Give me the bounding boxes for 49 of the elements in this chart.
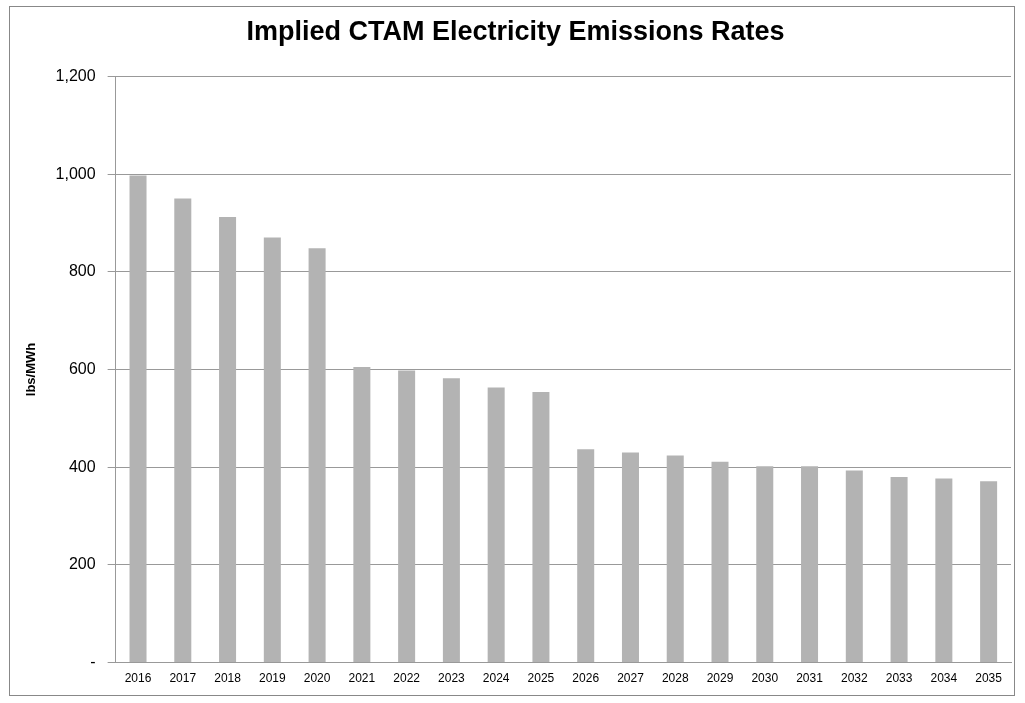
y-tick-label: - xyxy=(90,653,96,671)
bar xyxy=(980,481,998,663)
y-tick-label: 400 xyxy=(68,457,96,475)
x-tick-label: 2029 xyxy=(706,671,734,686)
bar xyxy=(845,470,863,663)
x-tick-label: 2033 xyxy=(885,671,913,686)
bar xyxy=(129,175,147,663)
bar xyxy=(756,466,774,663)
x-tick-label: 2035 xyxy=(975,671,1003,686)
x-tick-label: 2031 xyxy=(796,671,824,686)
bar xyxy=(801,466,819,663)
x-tick-label: 2023 xyxy=(438,671,466,686)
y-tick-label: 1,000 xyxy=(55,164,96,182)
x-tick-label: 2027 xyxy=(617,671,645,686)
bar xyxy=(442,378,460,663)
bar xyxy=(219,217,237,663)
x-tick-label: 2034 xyxy=(930,671,958,686)
x-tick-label: 2032 xyxy=(840,671,868,686)
chart-title: Implied CTAM Electricity Emissions Rates xyxy=(246,15,785,46)
bar xyxy=(666,455,684,663)
bar xyxy=(398,370,416,663)
x-tick-label: 2016 xyxy=(124,671,152,686)
x-tick-label: 2019 xyxy=(258,671,286,686)
bar xyxy=(890,476,908,663)
y-tick-label: 800 xyxy=(68,262,96,280)
x-tick-label: 2024 xyxy=(482,671,510,686)
bar xyxy=(532,391,550,663)
y-tick-label: 1,200 xyxy=(55,66,96,84)
x-tick-label: 2025 xyxy=(527,671,555,686)
y-axis-title: lbs/MWh xyxy=(23,342,39,397)
bar xyxy=(711,461,729,663)
x-tick-label: 2020 xyxy=(303,671,331,686)
bar xyxy=(353,367,371,663)
bar xyxy=(174,198,192,663)
y-tick-label: 200 xyxy=(68,555,96,573)
x-tick-label: 2030 xyxy=(751,671,779,686)
x-tick-label: 2026 xyxy=(572,671,600,686)
x-tick-label: 2021 xyxy=(348,671,376,686)
y-tick-label: 600 xyxy=(68,359,96,377)
bar xyxy=(263,237,281,663)
x-tick-label: 2022 xyxy=(393,671,421,686)
x-tick-label: 2017 xyxy=(169,671,197,686)
bar xyxy=(487,387,505,663)
bar xyxy=(621,452,639,663)
x-tick-label: 2018 xyxy=(214,671,242,686)
x-tick-label: 2028 xyxy=(661,671,689,686)
bar xyxy=(935,478,953,663)
bar xyxy=(308,248,326,663)
bar xyxy=(577,449,595,663)
